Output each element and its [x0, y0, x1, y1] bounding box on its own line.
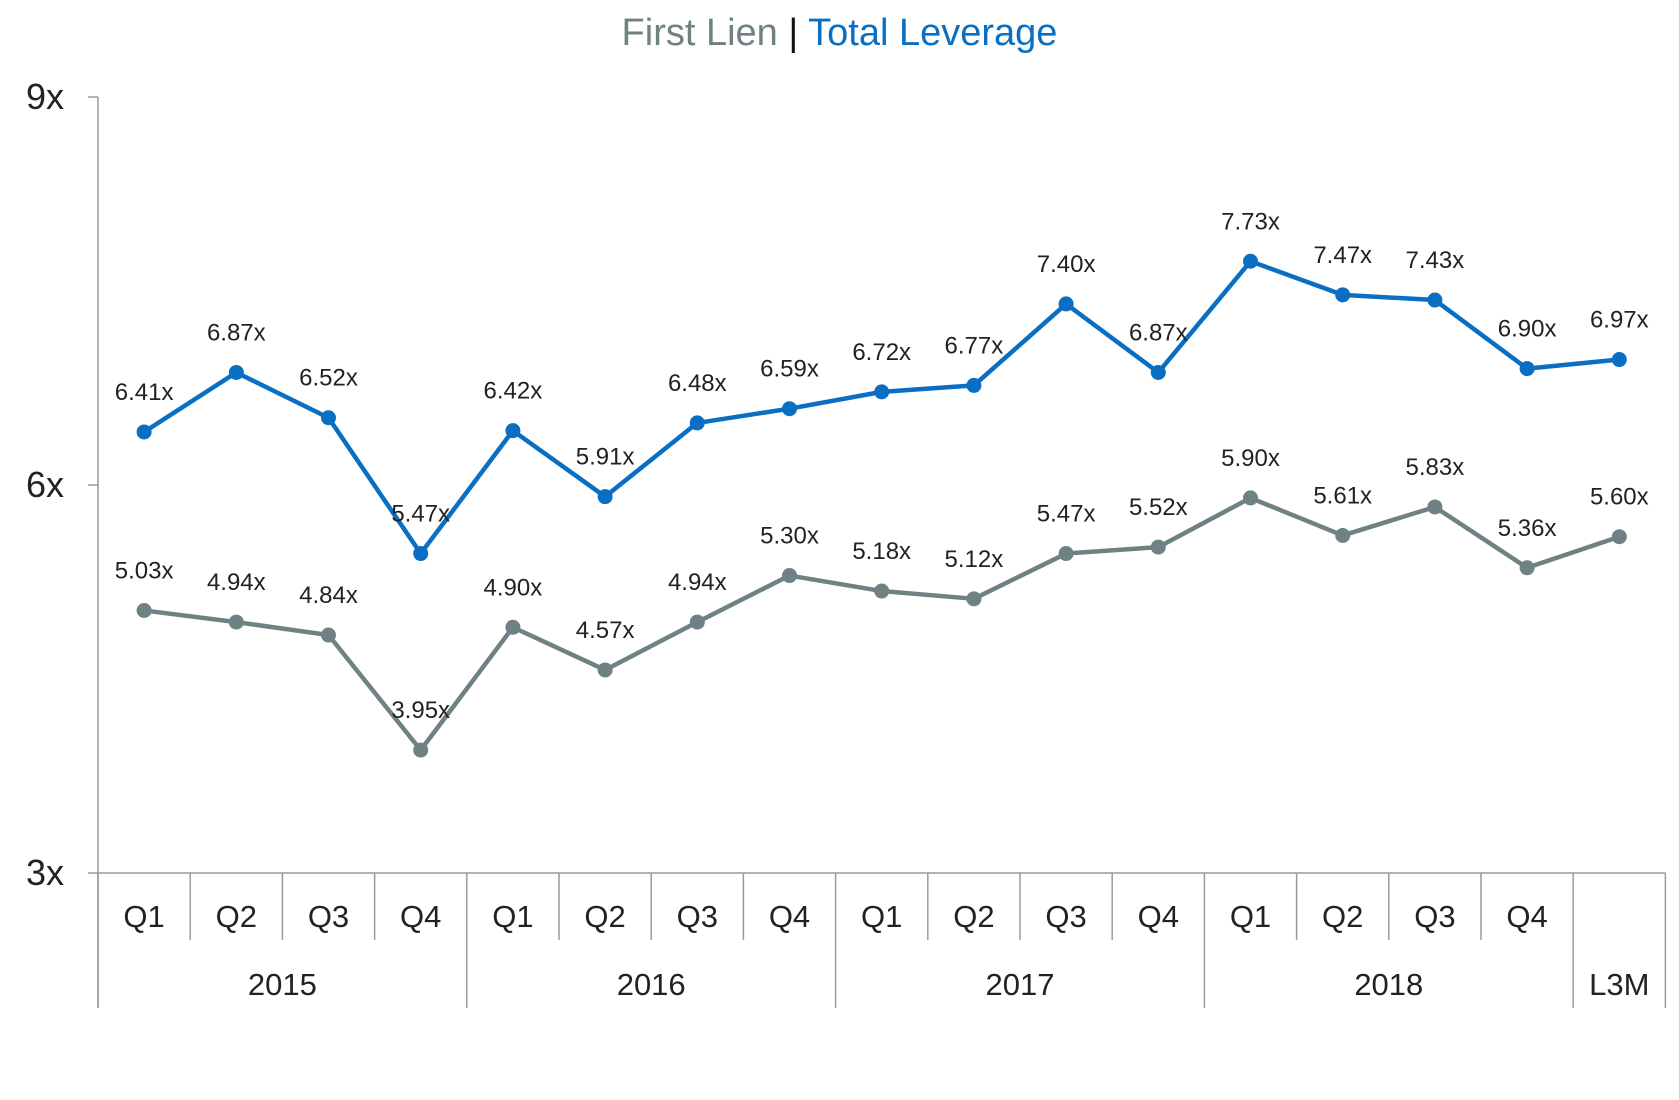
title-separator: | [777, 12, 809, 54]
x-tick-label: Q4 [400, 899, 441, 934]
total-leverage-data-label: 5.47x [391, 501, 450, 528]
total-leverage-data-label: 6.97x [1590, 307, 1649, 334]
total-leverage-data-label: 6.87x [1129, 319, 1188, 346]
total-leverage-point [1519, 361, 1535, 377]
first-lien-point [1335, 527, 1351, 543]
first-lien-point [689, 614, 705, 630]
first-lien-point [966, 591, 982, 607]
x-tick-label: Q1 [123, 899, 164, 934]
total-leverage-point [136, 424, 152, 440]
total-leverage-point [413, 546, 429, 562]
first-lien-data-label: 5.52x [1129, 494, 1188, 521]
first-lien-data-label: 5.60x [1590, 484, 1649, 511]
first-lien-point [874, 583, 890, 599]
total-leverage-data-label: 6.42x [484, 378, 543, 405]
total-leverage-point [689, 415, 705, 431]
first-lien-data-label: 4.57x [576, 617, 635, 644]
x-tick-label: Q1 [492, 899, 533, 934]
total-leverage-data-label: 6.52x [299, 365, 358, 392]
first-lien-point [136, 602, 152, 618]
total-leverage-data-label: 6.77x [945, 332, 1004, 359]
year-group-label: 2017 [986, 967, 1055, 1002]
first-lien-data-label: 4.84x [299, 582, 358, 609]
first-lien-data-label: 5.18x [852, 538, 911, 565]
total-leverage-data-label: 6.87x [207, 319, 266, 346]
first-lien-data-label: 3.95x [391, 697, 450, 724]
first-lien-data-label: 5.03x [115, 557, 174, 584]
first-lien-point [1150, 539, 1166, 555]
x-tick-label: Q4 [1138, 899, 1179, 934]
first-lien-data-label: 5.61x [1313, 482, 1372, 509]
y-tick-label: 9x [26, 76, 64, 117]
year-group-label: 2016 [617, 967, 686, 1002]
x-tick-label: Q3 [1414, 899, 1455, 934]
total-leverage-data-label: 5.91x [576, 444, 635, 471]
x-tick-label: Q4 [769, 899, 810, 934]
year-group-label: 2018 [1354, 967, 1423, 1002]
first-lien-data-label: 4.94x [207, 569, 266, 596]
year-group-label: L3M [1589, 967, 1649, 1002]
x-tick-label: Q3 [677, 899, 718, 934]
x-tick-label: Q2 [584, 899, 625, 934]
total-leverage-point [228, 364, 244, 380]
year-group-label: 2015 [248, 967, 317, 1002]
total-leverage-point [966, 377, 982, 393]
total-leverage-data-label: 7.43x [1406, 247, 1465, 274]
total-leverage-point [1150, 364, 1166, 380]
first-lien-data-label: 4.94x [668, 569, 727, 596]
chart-title: First Lien | Total Leverage [0, 12, 1679, 55]
x-tick-label: Q3 [308, 899, 349, 934]
x-tick-label: Q3 [1045, 899, 1086, 934]
x-tick-label: Q2 [1322, 899, 1363, 934]
first-lien-data-label: 5.83x [1406, 454, 1465, 481]
total-leverage-data-label: 6.41x [115, 379, 174, 406]
series-line-first-lien [143, 495, 1621, 753]
total-leverage-data-label: 6.59x [760, 356, 819, 383]
x-tick-label: Q2 [953, 899, 994, 934]
total-leverage-point [505, 423, 521, 439]
x-tick-label: Q4 [1506, 899, 1547, 934]
first-lien-point [321, 627, 336, 643]
first-lien-data-label: 5.36x [1498, 515, 1557, 542]
title-first-lien: First Lien [621, 12, 778, 54]
x-tick-label: Q2 [216, 899, 257, 934]
total-leverage-point [1611, 352, 1627, 368]
total-leverage-point [1058, 296, 1074, 312]
x-tick-label: Q1 [1230, 899, 1271, 934]
first-lien-data-label: 5.90x [1221, 445, 1280, 472]
total-leverage-point [321, 410, 336, 426]
total-leverage-data-label: 7.47x [1313, 242, 1372, 269]
first-lien-data-label: 5.30x [760, 523, 819, 550]
y-tick-label: 3x [26, 852, 64, 893]
title-total-leverage: Total Leverage [808, 12, 1058, 54]
first-lien-data-label: 5.47x [1037, 501, 1096, 528]
first-lien-point [1519, 560, 1535, 576]
first-lien-point [1427, 499, 1443, 515]
first-lien-point [413, 742, 429, 758]
total-leverage-data-label: 7.73x [1221, 208, 1280, 235]
first-lien-point [505, 619, 521, 635]
x-tick-label: Q1 [861, 899, 902, 934]
first-lien-point [1058, 546, 1074, 562]
total-leverage-point [1335, 287, 1351, 303]
y-tick-label: 6x [26, 464, 64, 505]
total-leverage-point [1243, 253, 1258, 269]
first-lien-point [782, 568, 797, 584]
total-leverage-point [1427, 292, 1443, 308]
first-lien-point [228, 614, 244, 630]
total-leverage-data-label: 7.40x [1037, 251, 1096, 278]
first-lien-point [1243, 490, 1258, 506]
first-lien-data-label: 4.90x [484, 574, 543, 601]
total-leverage-point [597, 489, 613, 505]
total-leverage-point [782, 401, 797, 417]
total-leverage-data-label: 6.72x [852, 339, 911, 366]
series-line-total-leverage [142, 259, 1620, 556]
total-leverage-data-label: 6.90x [1498, 316, 1557, 343]
first-lien-point [597, 662, 613, 678]
total-leverage-point [874, 384, 890, 400]
first-lien-data-label: 5.12x [945, 546, 1004, 573]
total-leverage-data-label: 6.48x [668, 370, 727, 397]
first-lien-point [1611, 529, 1627, 545]
